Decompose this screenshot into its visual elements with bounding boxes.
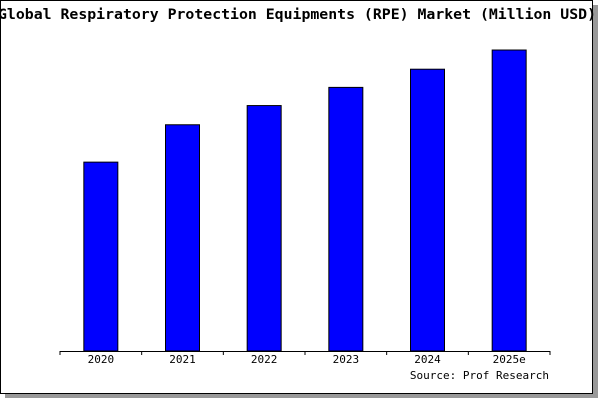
x-tick-label: 2025e (493, 353, 526, 366)
x-tick-label: 2022 (251, 353, 278, 366)
bar (246, 105, 282, 352)
x-tick-label: 2020 (88, 353, 115, 366)
x-tick-label: 2023 (333, 353, 360, 366)
x-tick-label: 2024 (414, 353, 441, 366)
bar (491, 49, 527, 352)
bar (83, 161, 119, 352)
x-tick-label: 2021 (169, 353, 196, 366)
bar (165, 124, 200, 352)
bar (410, 68, 445, 352)
bar (328, 86, 364, 352)
source-note: Source: Prof Research (410, 369, 549, 382)
chart-title: Global Respiratory Protection Equipments… (0, 7, 596, 23)
